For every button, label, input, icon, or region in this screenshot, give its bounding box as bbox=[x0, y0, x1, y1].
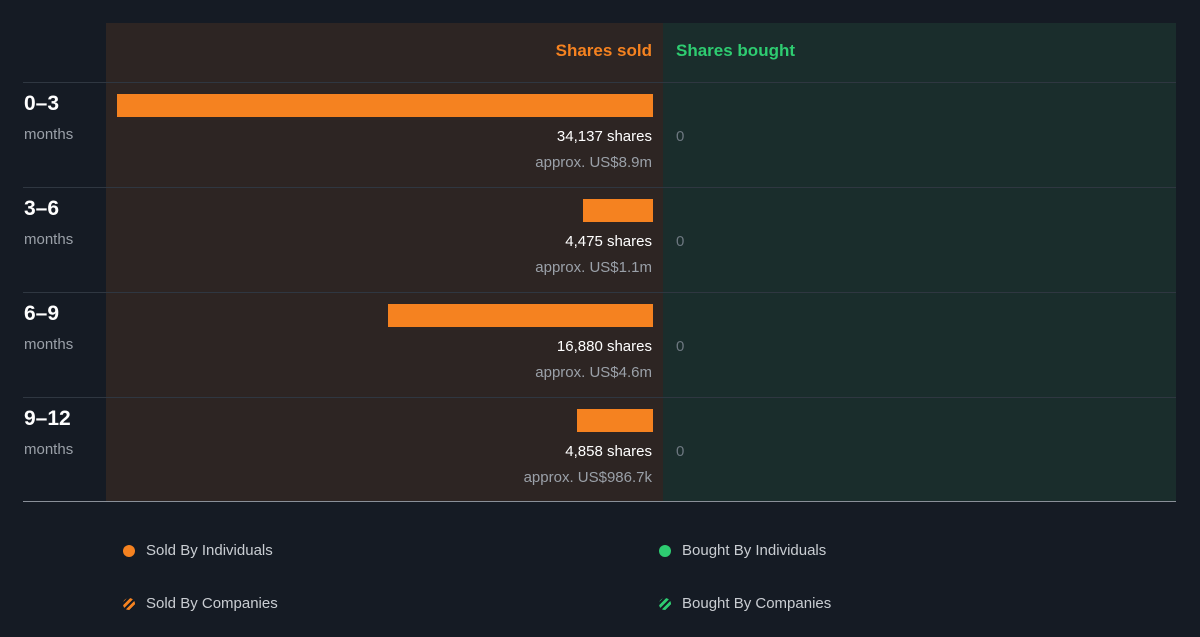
sold-bar bbox=[577, 409, 653, 432]
legend-bought-individuals[interactable]: Bought By Individuals bbox=[659, 541, 879, 561]
bought-panel bbox=[663, 23, 1176, 501]
row-divider bbox=[23, 187, 1176, 188]
period-unit: months bbox=[24, 441, 74, 458]
row-divider bbox=[23, 82, 1176, 83]
period-label: 6–9 bbox=[24, 302, 60, 325]
bought-shares-label: 0 bbox=[676, 233, 685, 250]
shares-sold-header: Shares sold bbox=[555, 41, 652, 60]
chart-baseline bbox=[23, 501, 1176, 502]
sold-shares-label: 16,880 shares bbox=[556, 338, 652, 355]
sold-bar bbox=[388, 304, 653, 327]
legend-label: Sold By Companies bbox=[146, 595, 278, 612]
legend-bought-companies[interactable]: Bought By Companies bbox=[659, 594, 879, 614]
legend-sold-individuals[interactable]: Sold By Individuals bbox=[123, 541, 323, 561]
sold-value-label: approx. US$986.7k bbox=[523, 469, 652, 486]
sold-value-label: approx. US$1.1m bbox=[535, 259, 652, 276]
legend-label: Sold By Individuals bbox=[146, 542, 273, 559]
bought-shares-label: 0 bbox=[676, 128, 685, 145]
period-label: 9–12 bbox=[24, 407, 71, 430]
legend-label: Bought By Individuals bbox=[682, 542, 827, 559]
bought-shares-label: 0 bbox=[676, 443, 685, 460]
legend-label: Bought By Companies bbox=[682, 595, 832, 612]
orange-striped-dot-icon bbox=[123, 598, 135, 610]
row-divider bbox=[23, 292, 1176, 293]
row-divider bbox=[23, 397, 1176, 398]
period-unit: months bbox=[24, 126, 74, 143]
period-label: 3–6 bbox=[24, 197, 60, 220]
sold-shares-label: 4,858 shares bbox=[565, 443, 652, 460]
bought-shares-label: 0 bbox=[676, 338, 685, 355]
legend-sold-companies[interactable]: Sold By Companies bbox=[123, 594, 323, 614]
period-label: 0–3 bbox=[24, 92, 60, 115]
sold-value-label: approx. US$8.9m bbox=[535, 154, 652, 171]
period-unit: months bbox=[24, 231, 74, 248]
sold-bar bbox=[117, 94, 653, 117]
period-unit: months bbox=[24, 336, 74, 353]
orange-dot-icon bbox=[123, 545, 135, 557]
shares-bought-header: Shares bought bbox=[676, 41, 796, 60]
sold-bar bbox=[583, 199, 653, 222]
sold-value-label: approx. US$4.6m bbox=[535, 364, 652, 381]
sold-shares-label: 34,137 shares bbox=[556, 128, 652, 145]
sold-shares-label: 4,475 shares bbox=[565, 233, 652, 250]
green-dot-icon bbox=[659, 545, 671, 557]
green-striped-dot-icon bbox=[659, 598, 671, 610]
